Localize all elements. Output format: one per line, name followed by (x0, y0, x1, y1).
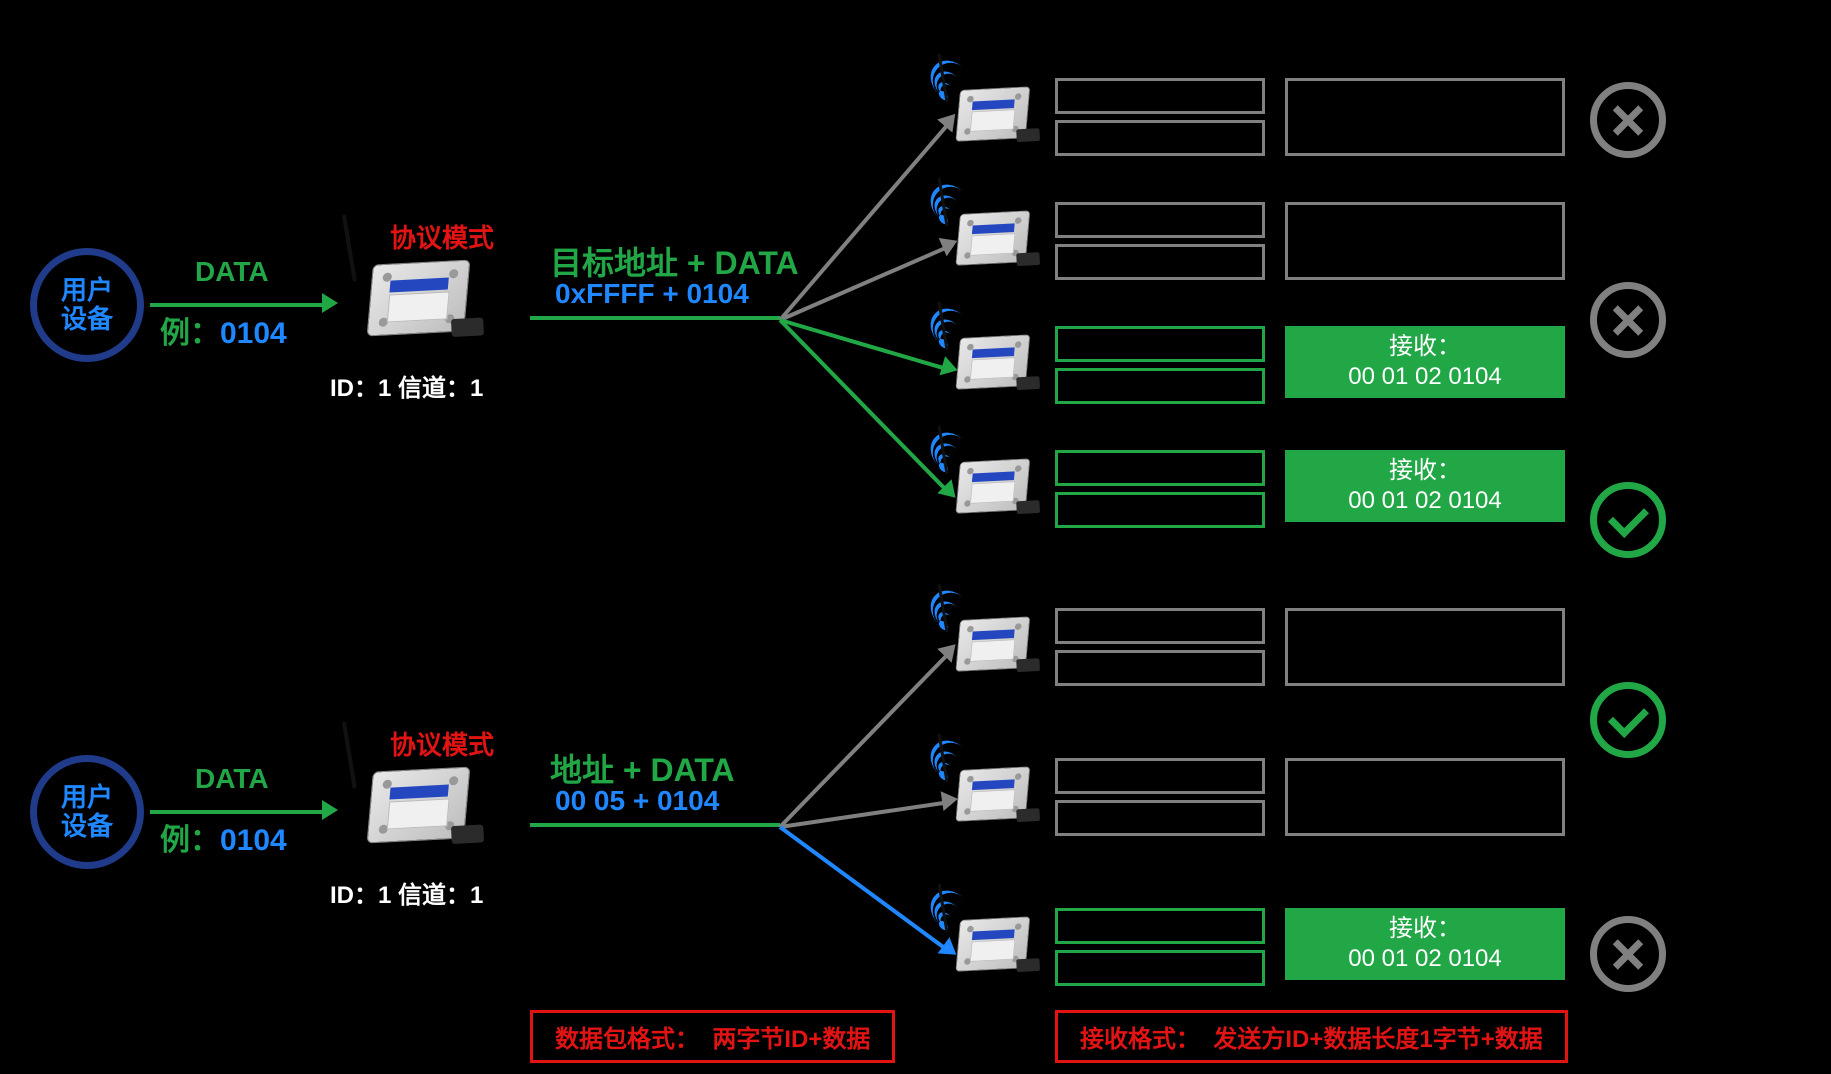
receiver-device (960, 770, 1057, 842)
status-ok-icon (1590, 482, 1666, 558)
slot-box (1055, 326, 1265, 362)
user-device-circle: 用户设备 (30, 755, 144, 869)
decor (530, 316, 780, 320)
slot-box (1055, 244, 1265, 280)
decor: 00 05 + 0104 (555, 785, 719, 817)
receiver-device (960, 90, 1057, 162)
status-reject-icon (1590, 282, 1666, 358)
sub-addr: 0xFFFF (555, 278, 655, 309)
recv-title: 接收： (1295, 456, 1555, 486)
slot-box (1055, 78, 1265, 114)
sub-plus: + 0104 (625, 785, 719, 816)
protocol-mode-label: 协议模式 (390, 218, 494, 255)
slot-box (1055, 120, 1265, 156)
decor (150, 810, 330, 814)
recv-data: 00 01 02 0104 (1295, 486, 1555, 516)
status-reject-icon (1590, 916, 1666, 992)
slot-box (1055, 800, 1265, 836)
sub-addr: 00 05 (555, 785, 625, 816)
slot-box (1055, 368, 1265, 404)
receive-box-empty (1285, 608, 1565, 686)
slot-box (1055, 450, 1265, 486)
sub-plus: + 0104 (655, 278, 749, 309)
receiver-device (960, 620, 1057, 692)
slot-box (1055, 650, 1265, 686)
receive-box-empty (1285, 758, 1565, 836)
transmitter-device (370, 262, 467, 334)
protocol-mode-label: 协议模式 (390, 725, 494, 762)
receive-box-empty (1285, 78, 1565, 156)
receive-box-empty (1285, 202, 1565, 280)
recv-title: 接收： (1295, 332, 1555, 362)
transmitter-device (370, 769, 467, 841)
receive-box: 接收：00 01 02 0104 (1285, 450, 1565, 522)
legend-right-a: 接收格式： (1080, 1026, 1200, 1053)
recv-data: 00 01 02 0104 (1295, 944, 1555, 974)
decor (779, 651, 952, 829)
example-prefix: 例： (160, 317, 220, 350)
receive-box: 接收：00 01 02 0104 (1285, 908, 1565, 980)
decor (322, 800, 338, 820)
data-label: DATA (195, 763, 269, 795)
legend-left-b: 两字节ID+数据 (712, 1026, 870, 1053)
legend-left-a: 数据包格式： (555, 1026, 699, 1053)
heading-addr: 地址 (550, 752, 614, 788)
decor (530, 823, 780, 827)
status-reject-icon (1590, 82, 1666, 158)
legend-packet-format: 数据包格式： 两字节ID+数据 (530, 1010, 895, 1063)
slot-box (1055, 908, 1265, 944)
decor: 例：0104 (160, 815, 287, 859)
tx-id-channel: ID：1 信道：1 (330, 368, 483, 403)
decor: 例：0104 (160, 308, 287, 352)
receiver-device (960, 462, 1057, 534)
receive-box: 接收：00 01 02 0104 (1285, 326, 1565, 398)
receiver-device (960, 338, 1057, 410)
decor (150, 303, 330, 307)
slot-box (1055, 758, 1265, 794)
tx-id-channel: ID：1 信道：1 (330, 875, 483, 910)
receiver-device (960, 920, 1057, 992)
decor (779, 825, 951, 953)
legend-right-b: 发送方ID+数据长度1字节+数据 (1213, 1026, 1542, 1053)
decor (322, 293, 338, 313)
data-label: DATA (195, 256, 269, 288)
decor: 0xFFFF + 0104 (555, 278, 749, 310)
status-ok-icon (1590, 682, 1666, 758)
slot-box (1055, 950, 1265, 986)
slot-box (1055, 608, 1265, 644)
example-prefix: 例： (160, 824, 220, 857)
slot-box (1055, 202, 1265, 238)
example-value: 0104 (220, 824, 287, 857)
recv-data: 00 01 02 0104 (1295, 362, 1555, 392)
recv-title: 接收： (1295, 914, 1555, 944)
heading-plus: + DATA (614, 752, 735, 788)
example-value: 0104 (220, 317, 287, 350)
slot-box (1055, 492, 1265, 528)
decor (780, 800, 951, 829)
heading-addr: 目标地址 (550, 245, 678, 281)
legend-receive-format: 接收格式： 发送方ID+数据长度1字节+数据 (1055, 1010, 1568, 1063)
user-device-circle: 用户设备 (30, 248, 144, 362)
user-device-label: 用户设备 (61, 276, 113, 333)
receiver-device (960, 214, 1057, 286)
user-device-label: 用户设备 (61, 783, 113, 840)
heading-plus: + DATA (678, 245, 799, 281)
